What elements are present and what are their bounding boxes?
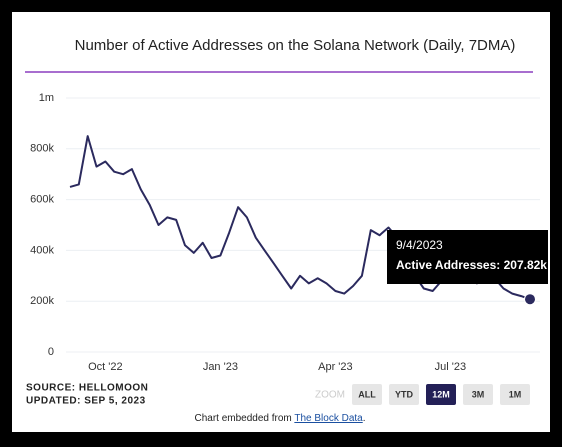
zoom-button[interactable] [389,384,419,405]
zoom-button[interactable] [463,384,493,405]
tooltip-date: 9/4/2023 [396,238,443,252]
y-tick-label: 400k [30,244,54,256]
y-tick-label: 0 [48,346,54,358]
embed-end: . [363,413,366,424]
x-tick-label: Oct '22 [88,361,123,373]
x-tick-label: Apr '23 [318,361,353,373]
zoom-button[interactable] [352,384,382,405]
zoom-button-label[interactable]: 1M [509,389,522,399]
zoom-button[interactable] [500,384,530,405]
zoom-button-label[interactable]: ALL [358,389,376,399]
tooltip-value: Active Addresses: 207.82k [396,258,547,272]
embed-note: Chart embedded from The Block Data. [194,413,365,424]
y-tick-label: 800k [30,143,54,155]
hover-point [524,293,536,306]
zoom-button-label[interactable]: YTD [395,389,414,399]
embed-text: Chart embedded from [194,413,294,424]
chart-title: Number of Active Addresses on the Solana… [75,37,516,54]
y-tick-label: 200k [30,295,54,307]
updated: UPDATED: SEP 5, 2023 [26,396,146,407]
embed-link[interactable]: The Block Data [294,413,363,424]
x-tick-label: Jul '23 [435,361,466,373]
y-tick-label: 1m [39,92,54,104]
zoom-button-label[interactable]: 12M [432,389,450,399]
zoom-button-label[interactable]: 3M [472,389,485,399]
tooltip-box [387,230,548,284]
y-tick-label: 600k [30,194,54,206]
x-tick-label: Jan '23 [203,361,238,373]
zoom-button[interactable] [426,384,456,405]
panel [12,12,550,432]
source: SOURCE: HELLOMOON [26,383,148,394]
zoom-label: ZOOM [315,390,345,401]
